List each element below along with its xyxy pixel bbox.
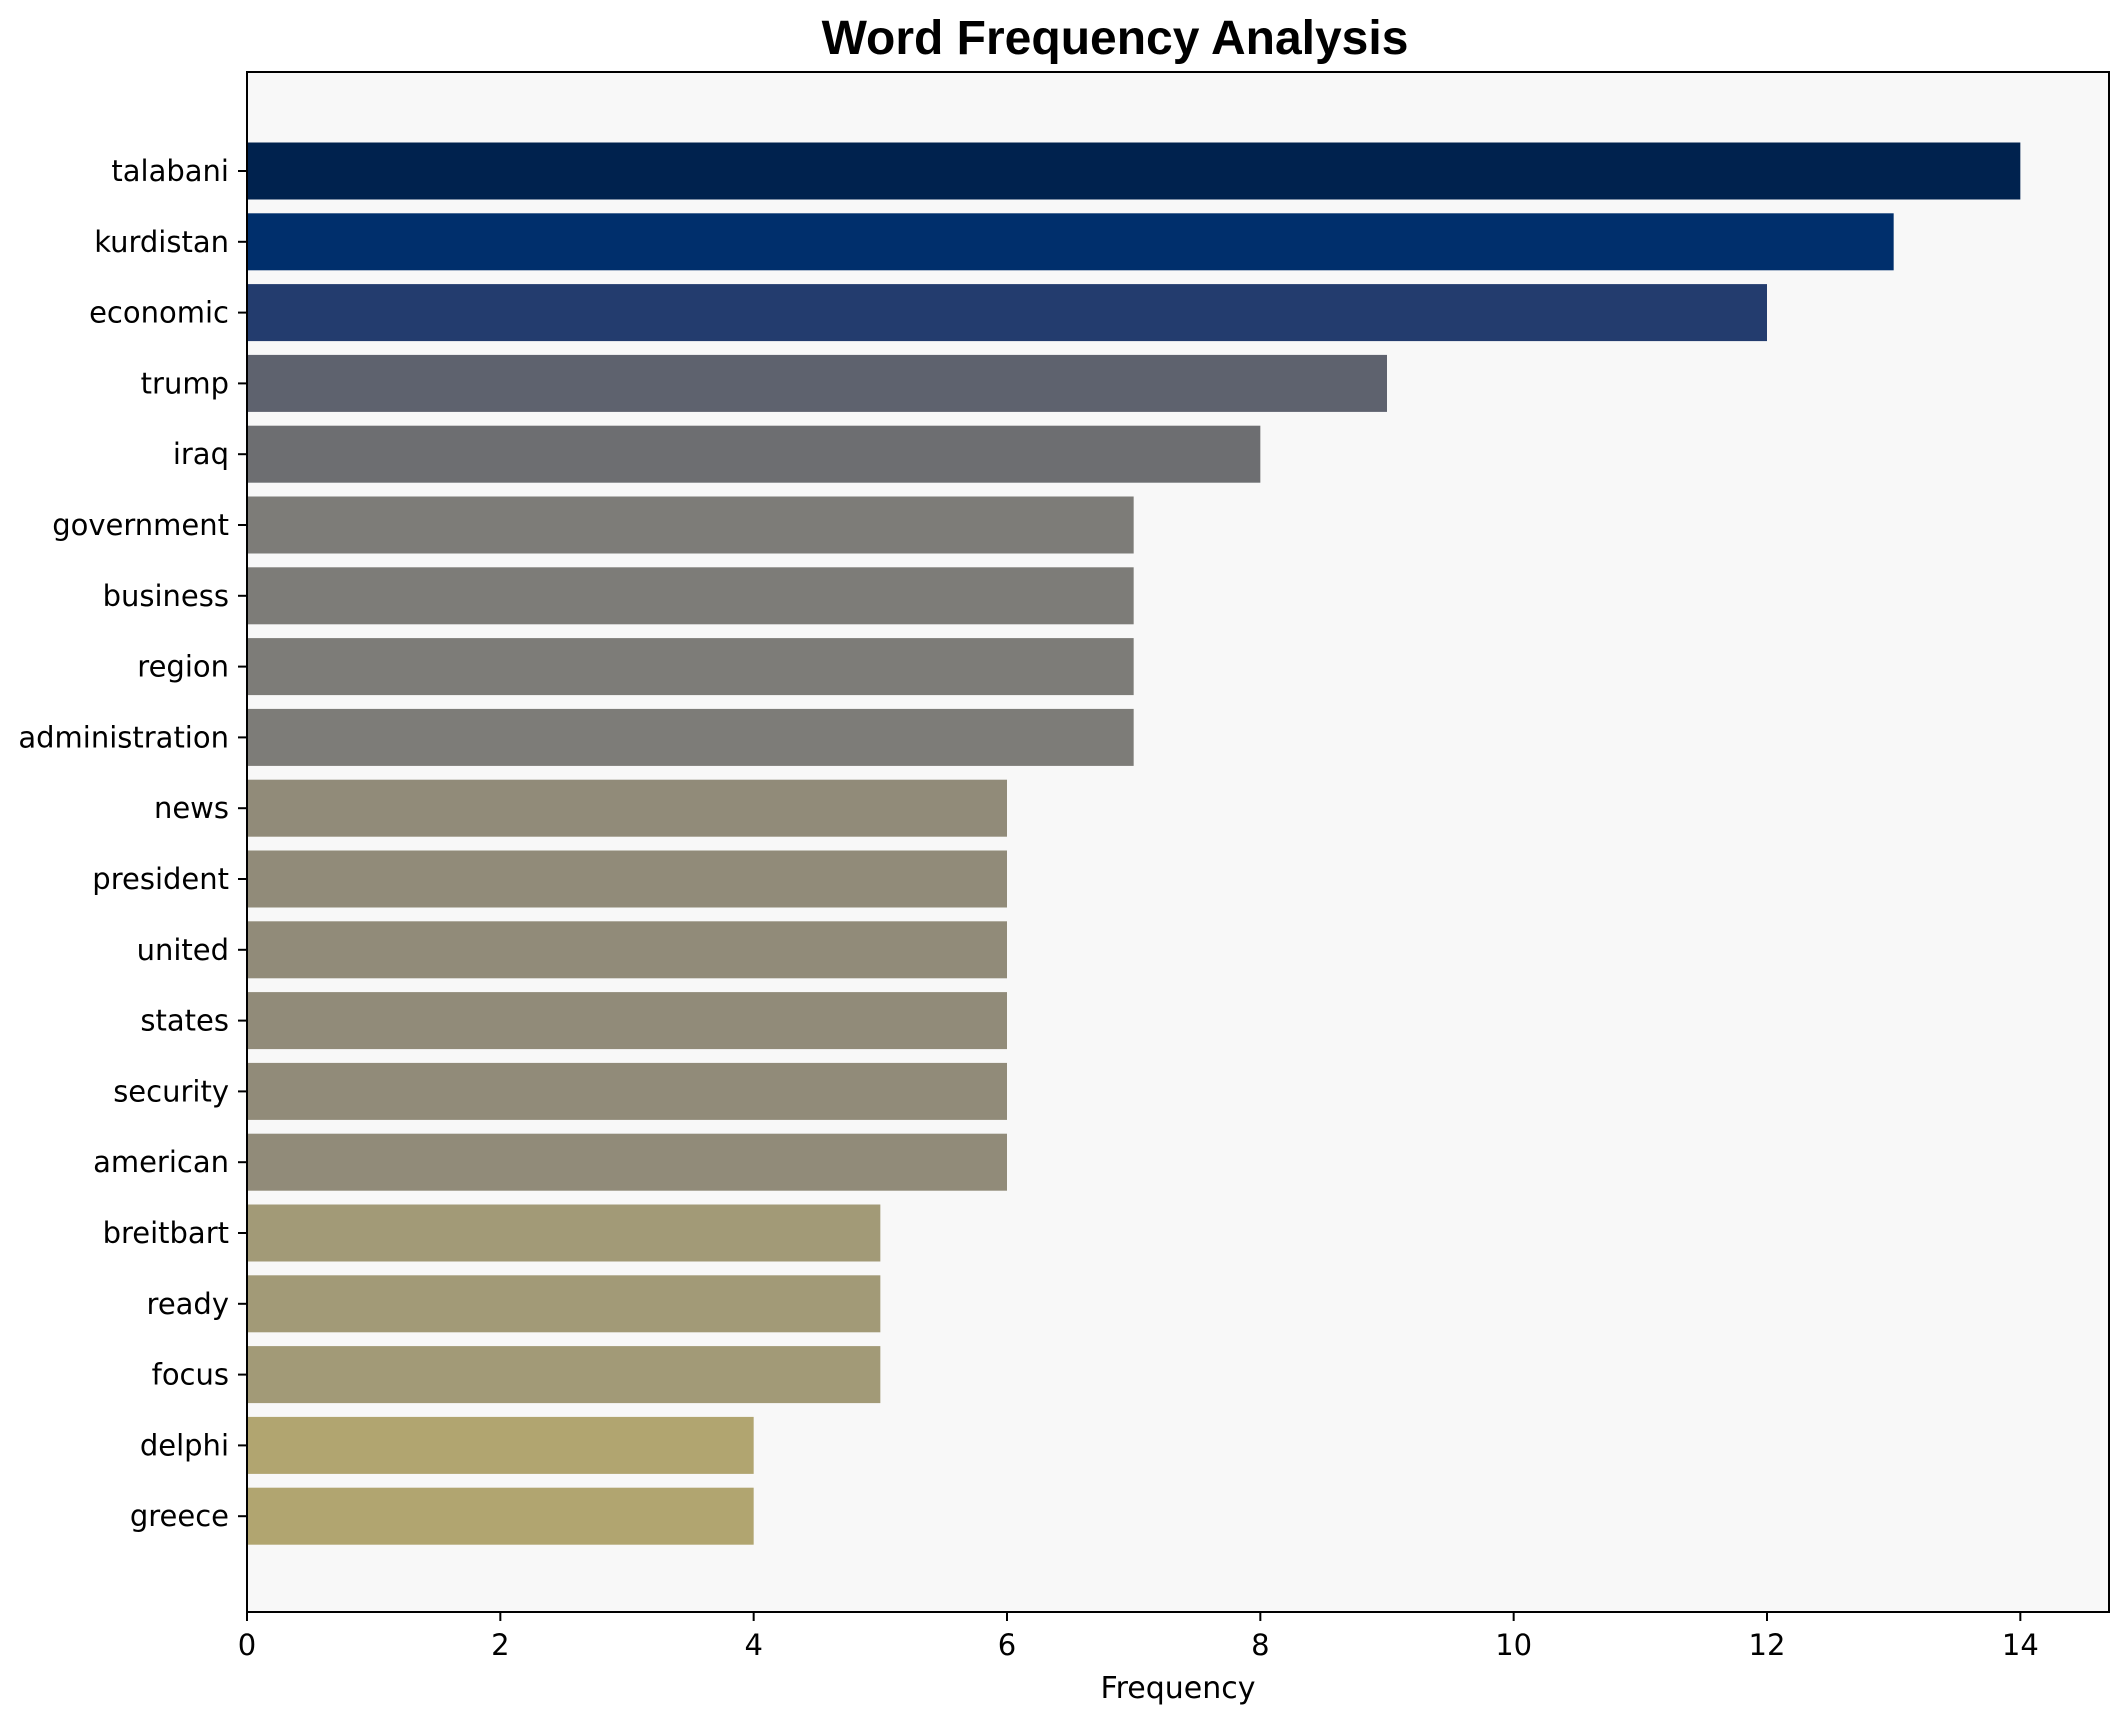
bar-talabani: [247, 142, 2021, 200]
bar-united: [247, 921, 1007, 979]
bar-economic: [247, 284, 1767, 342]
bar-business: [247, 567, 1134, 625]
x-tick-label-8: 8: [1251, 1628, 1269, 1662]
bar-american: [247, 1133, 1007, 1191]
bar-delphi: [247, 1416, 754, 1474]
y-tick-label-government: government: [52, 508, 229, 542]
x-tick-label-4: 4: [744, 1628, 762, 1662]
y-tick-label-business: business: [103, 579, 229, 613]
x-tick-label-2: 2: [491, 1628, 509, 1662]
x-tick-label-6: 6: [998, 1628, 1016, 1662]
bar-government: [247, 496, 1134, 554]
y-tick-label-delphi: delphi: [140, 1428, 229, 1462]
x-tick-label-0: 0: [238, 1628, 256, 1662]
bar-security: [247, 1062, 1007, 1120]
y-tick-label-focus: focus: [152, 1358, 229, 1392]
y-tick-label-economic: economic: [89, 296, 229, 330]
bars-group: [247, 142, 2021, 1545]
y-tick-label-talabani: talabani: [111, 154, 229, 188]
y-tick-label-ready: ready: [147, 1287, 229, 1321]
x-axis-label: Frequency: [1101, 1671, 1256, 1706]
y-tick-label-greece: greece: [130, 1499, 229, 1533]
y-tick-label-states: states: [140, 1004, 229, 1038]
bar-president: [247, 850, 1007, 908]
bar-ready: [247, 1275, 881, 1333]
x-tick-label-14: 14: [2002, 1628, 2039, 1662]
bar-states: [247, 992, 1007, 1050]
x-tick-label-10: 10: [1495, 1628, 1532, 1662]
bar-breitbart: [247, 1204, 881, 1262]
y-tick-label-kurdistan: kurdistan: [94, 225, 229, 259]
bar-iraq: [247, 425, 1261, 483]
y-tick-label-iraq: iraq: [173, 437, 229, 471]
y-tick-label-news: news: [154, 791, 229, 825]
bar-focus: [247, 1346, 881, 1404]
y-tick-label-united: united: [137, 933, 229, 967]
plot-frame: [246, 71, 2110, 1613]
chart-title: Word Frequency Analysis: [822, 12, 1409, 65]
bar-administration: [247, 708, 1134, 766]
bar-greece: [247, 1487, 754, 1545]
x-axis-ticks: 0 2 4 6 8 10 12 14: [238, 1612, 2039, 1662]
y-tick-label-security: security: [113, 1074, 229, 1108]
bar-trump: [247, 354, 1387, 412]
y-tick-label-administration: administration: [18, 720, 229, 754]
bar-kurdistan: [247, 213, 1894, 271]
bar-news: [247, 779, 1007, 837]
y-tick-label-american: american: [93, 1145, 229, 1179]
y-tick-label-breitbart: breitbart: [103, 1216, 229, 1250]
y-axis-ticks: talabani kurdistan economic trump iraq govern…: [18, 154, 247, 1533]
y-tick-label-trump: trump: [141, 366, 229, 400]
bar-region: [247, 638, 1134, 696]
y-tick-label-region: region: [137, 650, 229, 684]
x-tick-label-12: 12: [1749, 1628, 1786, 1662]
y-tick-label-president: president: [92, 862, 229, 896]
